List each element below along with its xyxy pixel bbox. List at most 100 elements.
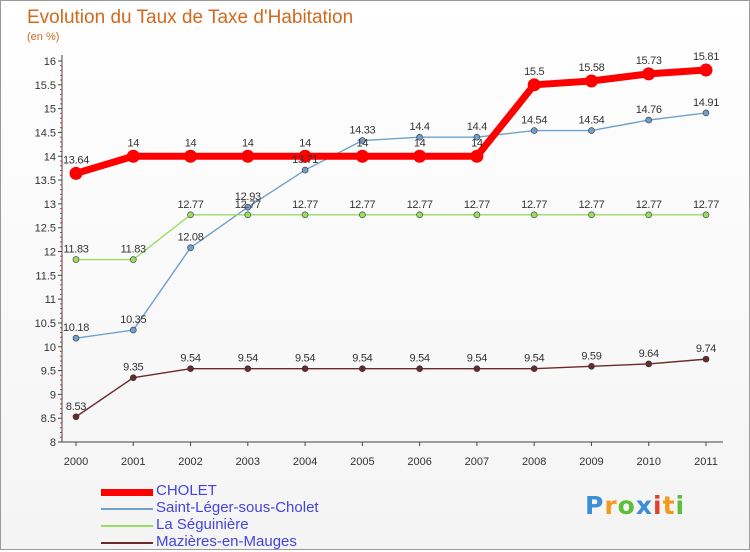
data-label: 14: [414, 137, 426, 149]
data-label: 12.77: [407, 199, 433, 211]
series-line-0: [72, 66, 710, 177]
logo-letter: t: [662, 491, 676, 520]
data-point: [470, 149, 484, 163]
data-point: [645, 116, 653, 124]
data-point: [129, 256, 137, 263]
data-label: 12.77: [636, 199, 662, 211]
data-point: [187, 244, 194, 251]
unit-label: (en %): [27, 31, 60, 43]
data-label: 9.64: [639, 348, 659, 360]
series-line-1: [75, 112, 707, 339]
data-point: [184, 149, 198, 163]
data-label: 9.54: [352, 353, 372, 365]
data-point: [702, 109, 710, 117]
data-label: 13.64: [63, 154, 89, 166]
data-point: [416, 365, 423, 372]
y-tick-label: 14.5: [35, 127, 56, 139]
data-point: [645, 360, 653, 368]
x-tick-label: 2001: [121, 456, 145, 468]
data-label: 15.81: [693, 51, 719, 63]
legend-item: CHOLET: [101, 482, 401, 501]
data-label: 10.35: [120, 314, 146, 326]
data-label: 15.73: [636, 55, 662, 67]
data-point: [527, 78, 541, 92]
x-tick-label: 2002: [178, 456, 202, 468]
x-tick-label: 2000: [64, 456, 88, 468]
data-point: [355, 149, 369, 163]
y-tick-label: 13.5: [35, 175, 56, 187]
data-point: [530, 365, 538, 372]
data-label: 13.71: [292, 154, 318, 166]
y-tick-label: 9.5: [41, 366, 56, 378]
y-tick-label: 9: [50, 389, 56, 401]
data-label: 12.77: [693, 199, 719, 211]
data-label: 14.4: [410, 121, 430, 133]
data-point: [588, 211, 595, 219]
data-label: 9.54: [180, 353, 200, 365]
data-label: 14: [299, 137, 311, 149]
y-tick-label: 16: [44, 56, 56, 68]
y-tick-label: 12: [44, 247, 56, 259]
y-tick-label: 15: [44, 104, 56, 116]
data-label: 8.53: [66, 401, 86, 413]
data-label: 14.91: [693, 97, 719, 109]
data-point: [187, 211, 194, 219]
data-point: [187, 365, 194, 372]
logo-letter: o: [617, 491, 636, 520]
data-point: [702, 211, 710, 219]
data-point: [69, 166, 83, 180]
data-labels: 10.18 10.35 12.08 12.93 13.71 14.33 14.4 14.4 14…: [63, 51, 720, 413]
series-line-3: [75, 358, 707, 418]
data-label: 12.93: [235, 191, 261, 203]
y-tick-label: 14: [44, 151, 56, 163]
data-label: 14: [127, 137, 139, 149]
legend-label: La Séguinière: [156, 516, 249, 533]
data-point: [588, 362, 595, 370]
data-point: [359, 211, 366, 219]
y-tick-label: 11.5: [35, 270, 56, 282]
data-point: [645, 211, 653, 219]
data-point: [72, 334, 80, 342]
data-label: 10.18: [63, 322, 89, 334]
legend-item: Saint-Léger-sous-Cholet: [101, 499, 401, 518]
data-label: 12.08: [178, 232, 204, 244]
data-label: 12.77: [235, 199, 261, 211]
legend-label: Mazières-en-Mauges: [156, 533, 297, 550]
y-tick-label: 8.5: [41, 413, 56, 425]
legend-swatch: [101, 508, 153, 510]
data-point: [416, 211, 423, 219]
proxiti-logo: Proxiti: [585, 491, 685, 520]
logo-letter: r: [604, 491, 618, 520]
data-label: 14.76: [636, 104, 662, 116]
data-point: [473, 133, 481, 141]
data-point: [72, 413, 80, 421]
y-tick-label: 11: [45, 294, 56, 306]
data-label: 14.54: [521, 115, 547, 127]
data-label: 9.59: [581, 350, 601, 362]
data-point: [241, 149, 255, 163]
data-label: 12.77: [292, 199, 318, 211]
series-points: [69, 63, 713, 421]
logo-letter: i: [653, 491, 663, 520]
data-label: 11.83: [63, 244, 88, 256]
y-tick-label: 10: [44, 342, 56, 354]
data-label: 14.54: [578, 115, 604, 127]
logo-letter: i: [675, 491, 686, 520]
data-point: [301, 166, 309, 174]
data-label: 12.77: [521, 199, 547, 211]
data-label: 12.77: [578, 199, 604, 211]
data-point: [416, 133, 423, 141]
x-tick-label: 2011: [694, 456, 718, 468]
data-point: [359, 365, 366, 372]
line-chart: 8 8.5 9 9.5 10 10.5 11 11.5 12 12.5 13 13.5 14 14.5 15…: [35, 51, 723, 468]
data-point: [359, 137, 366, 144]
data-point: [702, 355, 710, 363]
data-label: 14: [471, 137, 483, 149]
data-label: 9.35: [123, 362, 143, 374]
logo-letter: P: [585, 491, 605, 520]
data-label: 14.33: [349, 125, 375, 137]
data-point: [530, 127, 538, 134]
data-label: 9.74: [696, 343, 716, 355]
data-label: 12.77: [464, 199, 490, 211]
